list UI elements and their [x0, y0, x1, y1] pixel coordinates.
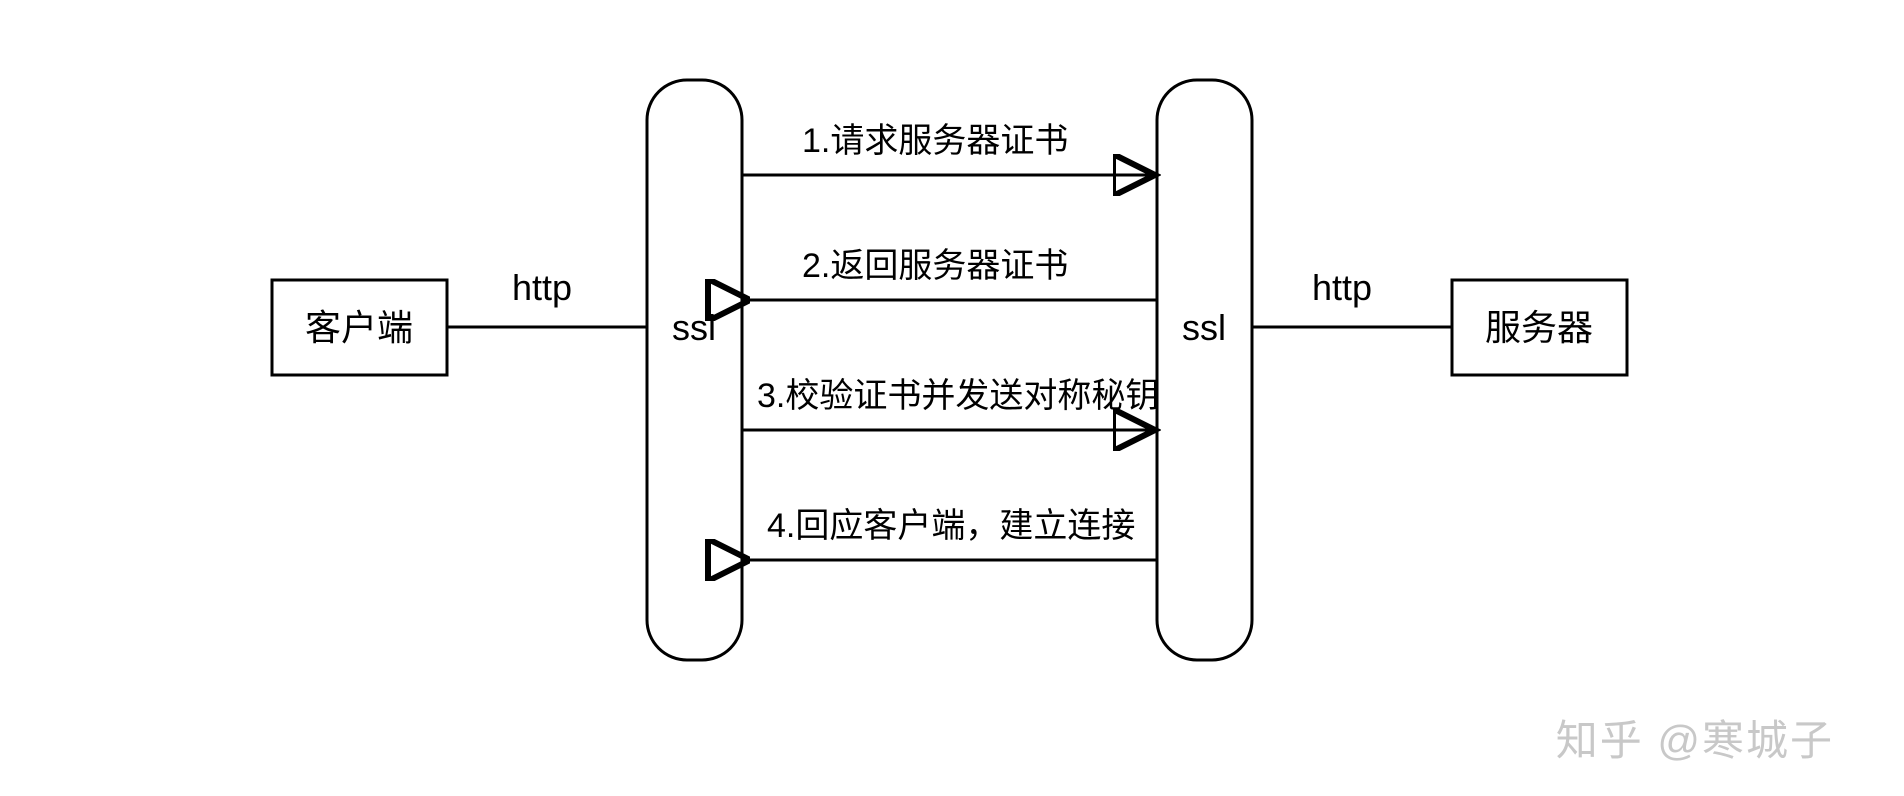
ssl-server-label: http — [1312, 267, 1372, 308]
client-ssl-label: http — [512, 267, 572, 308]
ssl-left-node: ssl — [647, 80, 742, 660]
watermark-text: 知乎 @寒城子 — [1556, 707, 1834, 768]
step3-label: 3.校验证书并发送对称秘钥 — [757, 377, 1159, 415]
ssl-right-node: ssl — [1157, 80, 1252, 660]
ssl-left-label: ssl — [672, 307, 716, 348]
client-node: 客户端 — [272, 280, 447, 375]
client-label: 客户端 — [305, 307, 413, 348]
step4-edge: 4.回应客户端，建立连接 — [744, 507, 1157, 560]
ssl-server-edge: http — [1252, 267, 1452, 327]
step1-edge: 1.请求服务器证书 — [742, 122, 1155, 175]
server-node: 服务器 — [1452, 280, 1627, 375]
ssl-right-label: ssl — [1182, 307, 1226, 348]
step4-label: 4.回应客户端，建立连接 — [767, 507, 1135, 545]
server-label: 服务器 — [1485, 307, 1593, 348]
step3-edge: 3.校验证书并发送对称秘钥 — [742, 377, 1159, 430]
client-ssl-edge: http — [447, 267, 647, 327]
step2-edge: 2.返回服务器证书 — [744, 247, 1157, 300]
step1-label: 1.请求服务器证书 — [802, 122, 1068, 160]
ssl-handshake-diagram: 客户端 ssl ssl 服务器 http http 1.请求服务器证书 2.返回… — [0, 0, 1904, 796]
step2-label: 2.返回服务器证书 — [802, 247, 1068, 285]
